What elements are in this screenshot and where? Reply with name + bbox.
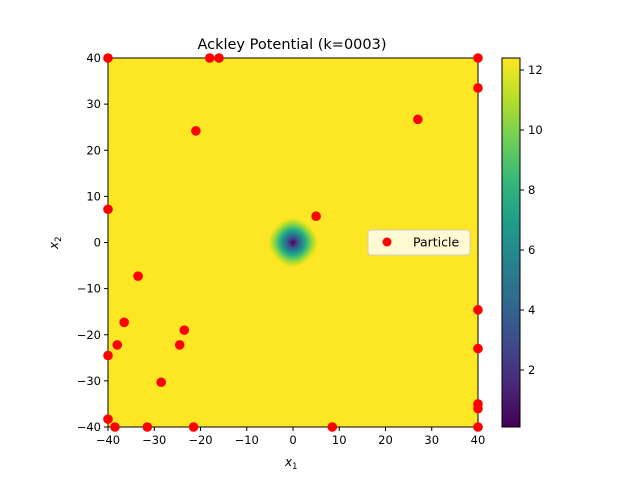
x-tick-label: −40 <box>96 433 120 447</box>
colorbar-tick-label: 4 <box>528 303 535 317</box>
particle-point <box>103 204 113 215</box>
y-tick-label: 30 <box>86 97 101 111</box>
particle-point <box>133 271 143 281</box>
y-tick-label: 40 <box>86 51 101 65</box>
particle-point <box>473 403 483 414</box>
x-tick-label: −30 <box>142 433 166 447</box>
legend-box <box>367 229 471 256</box>
x-tick-label: 30 <box>424 433 439 447</box>
colorbar-tick-label: 8 <box>528 183 535 197</box>
particle-point <box>103 350 113 361</box>
colorbar-container <box>502 58 520 427</box>
particle-point <box>191 126 201 136</box>
colorbar: 2 4 6 8 10 12 <box>501 57 543 428</box>
particle-point <box>103 53 113 63</box>
particle-point <box>179 325 190 335</box>
particle-point <box>156 377 166 388</box>
particle-point <box>112 340 123 350</box>
colorbar-tick-label: 2 <box>528 363 535 377</box>
x-axis-label-main: x <box>284 455 293 469</box>
colorbar-gradient <box>502 58 520 427</box>
particle-point <box>174 340 185 350</box>
y-tick-label: −30 <box>77 374 101 388</box>
x-tick-label: 20 <box>378 433 393 447</box>
colorbar-tick-label: 10 <box>528 123 543 137</box>
particle-point <box>110 422 120 432</box>
y-axis-label: x2 <box>47 236 64 250</box>
particle-point <box>142 422 153 432</box>
y-axis-label-subscript: 2 <box>54 236 64 241</box>
x-axis-label: x1 <box>284 455 298 472</box>
x-tick-label: 0 <box>289 433 296 447</box>
x-tick-label: −20 <box>188 433 212 447</box>
x-axis-label-subscript: 1 <box>292 462 297 472</box>
particle-point <box>311 211 321 222</box>
particle-point <box>473 343 483 354</box>
x-tick-label: 10 <box>332 433 347 447</box>
particle-point <box>473 422 483 432</box>
particle-point <box>103 414 113 424</box>
chart-title: Ackley Potential (k=0003) <box>197 37 386 53</box>
particle-point <box>473 305 483 315</box>
particle-point <box>119 317 129 328</box>
colorbar-ticks: 2 4 6 8 10 12 <box>520 63 543 377</box>
y-axis-label-main: x <box>47 241 61 250</box>
y-tick-label: −10 <box>77 282 101 296</box>
y-tick-label: −20 <box>77 328 101 342</box>
x-tick-label: −10 <box>235 433 259 447</box>
x-tick-label: 40 <box>471 433 486 447</box>
particle-point <box>473 83 483 93</box>
axis-ticks: −40 −30 −20 −10 0 10 20 30 40 −40 −30 −20 −10 0 10 20 30… <box>77 51 486 447</box>
colorbar-tick-label: 12 <box>528 63 543 77</box>
plot-frame <box>107 57 479 428</box>
colorbar-tick-label: 6 <box>528 243 535 257</box>
particle-point <box>214 53 224 63</box>
y-tick-label: −40 <box>77 420 101 434</box>
y-tick-label: 0 <box>94 236 101 250</box>
y-tick-label: 10 <box>86 189 101 203</box>
particle-point <box>473 53 483 63</box>
legend-marker <box>382 237 392 247</box>
particle-point <box>204 53 215 63</box>
y-tick-label: 20 <box>86 143 101 157</box>
particle-markers <box>103 53 483 432</box>
legend: Particle <box>367 229 471 256</box>
particle-point <box>413 114 423 125</box>
colorbar-frame <box>501 57 521 428</box>
particle-point <box>188 422 199 432</box>
particle-point <box>327 422 338 432</box>
legend-label: Particle <box>413 235 459 250</box>
